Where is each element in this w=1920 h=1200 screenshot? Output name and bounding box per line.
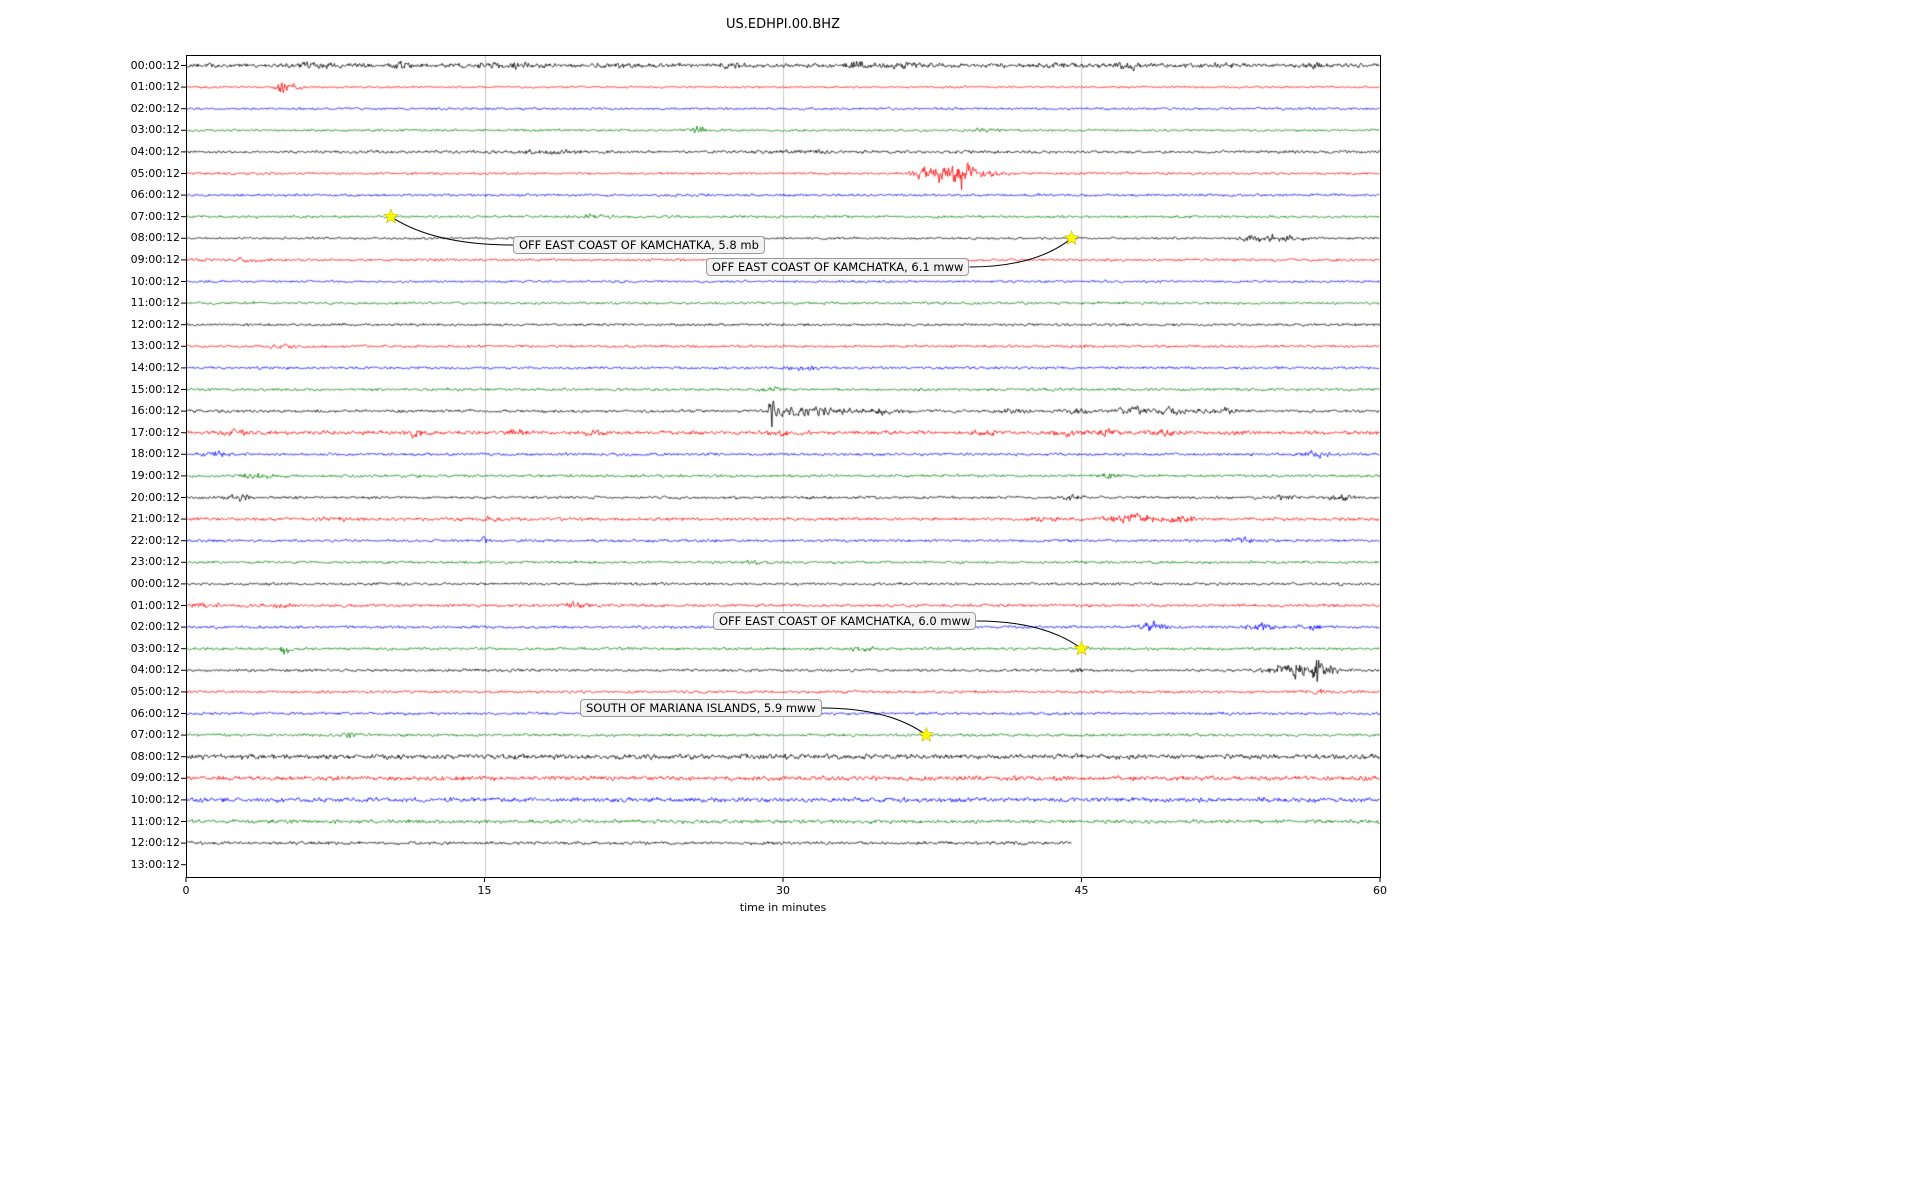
row-time-label: 11:00:12 [130,296,180,310]
row-time-label: 18:00:12 [130,447,180,461]
seismogram-canvas [186,55,1380,877]
x-tick-label: 60 [1373,884,1387,897]
row-time-label: 02:00:12 [130,101,180,115]
x-tick-label: 15 [477,884,492,897]
row-time-label: 02:00:12 [130,620,180,634]
row-time-label: 05:00:12 [130,166,180,180]
row-time-label: 12:00:12 [130,836,180,850]
row-time-label: 17:00:12 [130,425,180,439]
row-time-label: 16:00:12 [130,404,180,418]
row-time-label: 13:00:12 [130,339,180,353]
x-tick-label: 45 [1074,884,1089,897]
event-annotation: SOUTH OF MARIANA ISLANDS, 5.9 mww [580,699,822,717]
row-time-label: 14:00:12 [130,360,180,374]
row-time-label: 12:00:12 [130,317,180,331]
row-time-label: 00:00:12 [130,58,180,72]
row-time-label: 23:00:12 [130,555,180,569]
x-tick-label: 30 [776,884,790,897]
event-annotation: OFF EAST COAST OF KAMCHATKA, 5.8 mb [513,236,765,254]
row-time-label: 21:00:12 [130,512,180,526]
row-time-label: 22:00:12 [130,533,180,547]
event-annotation: OFF EAST COAST OF KAMCHATKA, 6.1 mww [706,258,970,276]
row-time-label: 08:00:12 [130,231,180,245]
row-time-label: 19:00:12 [130,468,180,482]
row-time-label: 10:00:12 [130,792,180,806]
row-time-label: 05:00:12 [130,684,180,698]
row-time-label: 13:00:12 [130,857,180,871]
row-time-label: 01:00:12 [130,598,180,612]
row-time-label: 04:00:12 [130,144,180,158]
row-time-label: 07:00:12 [130,728,180,742]
x-axis-label: time in minutes [739,901,827,914]
row-time-label: 10:00:12 [130,274,180,288]
row-time-label: 06:00:12 [130,706,180,720]
row-time-label: 03:00:12 [130,123,180,137]
chart-title: US.EDHPI.00.BHZ [726,17,840,32]
row-time-label: 09:00:12 [130,252,180,266]
row-time-label: 20:00:12 [130,490,180,504]
row-time-label: 09:00:12 [130,771,180,785]
x-tick-label: 0 [182,884,190,897]
row-time-label: 01:00:12 [130,80,180,94]
row-time-label: 15:00:12 [130,382,180,396]
row-time-label: 03:00:12 [130,641,180,655]
row-time-label: 11:00:12 [130,814,180,828]
row-time-label: 00:00:12 [130,576,180,590]
row-time-label: 07:00:12 [130,209,180,223]
row-time-label: 06:00:12 [130,188,180,202]
event-annotation: OFF EAST COAST OF KAMCHATKA, 6.0 mww [713,612,977,630]
row-time-label: 08:00:12 [130,749,180,763]
row-time-label: 04:00:12 [130,663,180,677]
